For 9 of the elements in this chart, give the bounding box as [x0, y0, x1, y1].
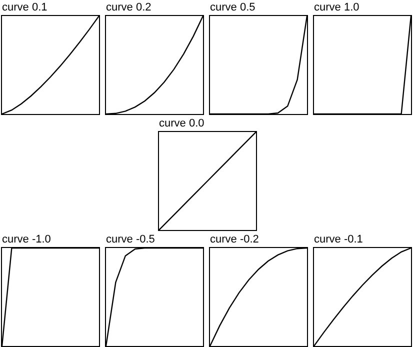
chart-title: curve 0.5 — [210, 2, 256, 14]
chart-title: curve 0.2 — [106, 2, 152, 14]
chart-title: curve -1.0 — [2, 234, 51, 246]
chart-title: curve 0.1 — [2, 2, 48, 14]
chart-title: curve -0.2 — [210, 234, 259, 246]
chart-title: curve -0.1 — [314, 234, 363, 246]
chart-title: curve 1.0 — [314, 2, 360, 14]
chart-title: curve 0.0 — [159, 118, 204, 130]
chart-title: curve -0.5 — [106, 234, 155, 246]
